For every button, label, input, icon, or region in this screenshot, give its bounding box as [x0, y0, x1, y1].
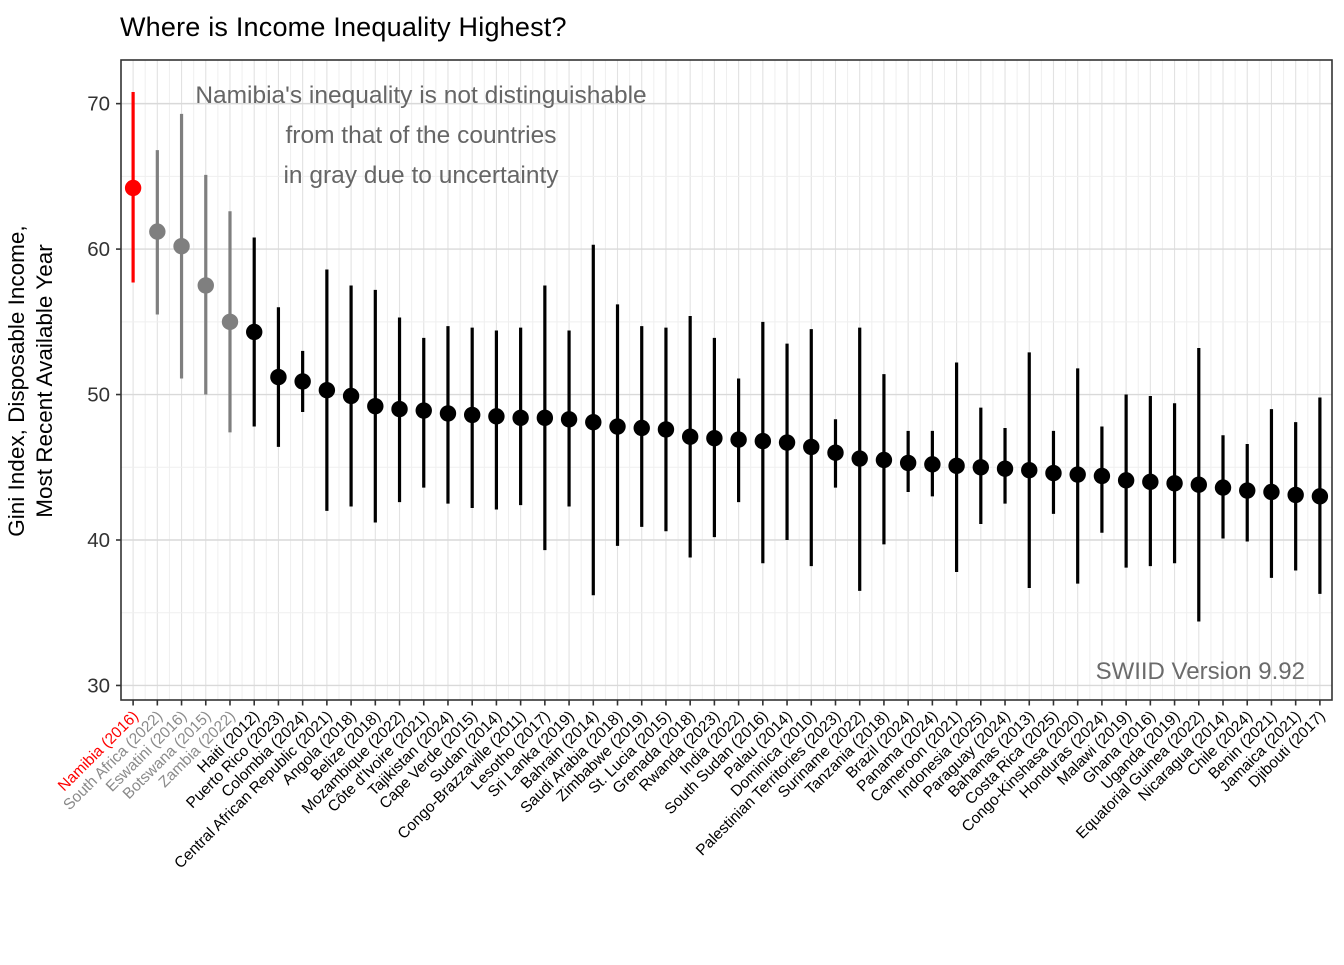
data-point-colombia	[294, 373, 311, 390]
data-point-lesotho	[536, 409, 554, 427]
y-tick-label-30: 30	[87, 674, 110, 697]
data-point-st-lucia	[657, 421, 675, 438]
data-point-malawi	[1117, 472, 1135, 489]
data-point-cameroon	[948, 457, 965, 475]
data-point-dominica	[803, 438, 820, 456]
data-point-india	[730, 431, 747, 448]
data-point-paraguay	[996, 460, 1014, 477]
annotation-line-1: Namibia's inequality is not distinguisha…	[195, 82, 647, 109]
y-axis-label: Gini Index, Disposable Income, Most Rece…	[3, 61, 61, 701]
data-point-rwanda	[706, 429, 723, 447]
data-point-botswana	[197, 277, 214, 294]
annotation-line-2: from that of the countries	[285, 122, 557, 149]
data-point-saudi-arabia	[609, 418, 626, 435]
data-point-nicaragua	[1214, 479, 1232, 496]
data-point-panama	[924, 456, 941, 473]
data-point-grenada	[681, 428, 699, 445]
data-point-congo-kinshasa	[1069, 466, 1086, 483]
chart-title: Where is Income Inequality Highest?	[120, 12, 567, 42]
data-point-belize	[367, 397, 384, 415]
data-point-tanzania	[875, 451, 893, 469]
data-point-puerto-rico	[270, 368, 287, 386]
data-point-south-africa	[149, 223, 166, 240]
data-point-sri-lanka	[560, 411, 578, 428]
data-point-palestinian-territories	[827, 444, 844, 461]
data-point-central-african-republic	[318, 381, 336, 399]
data-point-indonesia	[972, 459, 990, 476]
data-point-bahrain	[585, 413, 602, 431]
data-point-honduras	[1093, 467, 1111, 485]
data-point-benin	[1263, 483, 1280, 501]
y-tick-label-40: 40	[87, 529, 110, 552]
data-point-angola	[342, 387, 360, 405]
uncertainty-annotation: Namibia's inequality is not distinguisha…	[195, 76, 646, 196]
data-point-suriname	[851, 450, 868, 467]
data-point-zambia	[221, 313, 239, 331]
data-point-mozambique	[391, 400, 408, 418]
y-tick-label-50: 50	[87, 384, 110, 407]
y-axis-label-line-1: Gini Index, Disposable Income,	[4, 225, 29, 537]
data-point-palau	[778, 434, 796, 451]
annotation-line-3: in gray due to uncertainty	[283, 162, 559, 189]
data-point-south-sudan	[754, 432, 772, 450]
data-point-c-te-d-ivoire	[415, 402, 432, 419]
data-point-namibia	[124, 179, 142, 197]
data-point-haiti	[246, 323, 263, 341]
data-point-sudan	[488, 408, 505, 425]
data-point-brazil	[899, 454, 917, 472]
y-tick-label-70: 70	[87, 93, 110, 116]
data-point-bahamas	[1021, 461, 1038, 479]
data-point-eswatini	[173, 237, 190, 255]
data-point-jamaica	[1287, 486, 1304, 504]
data-point-cape-verde	[463, 406, 481, 424]
data-point-uganda	[1166, 475, 1183, 492]
data-point-chile	[1239, 482, 1256, 499]
data-point-costa-rica	[1045, 464, 1062, 482]
data-point-equatorial-guinea	[1190, 476, 1207, 493]
data-point-zimbabwe	[633, 419, 650, 437]
data-point-congo-brazzaville	[512, 409, 529, 427]
data-point-tajikistan	[439, 405, 457, 422]
y-axis-label-line-2: Most Recent Available Year	[32, 244, 57, 518]
panel-border	[120, 59, 1333, 701]
data-point-djibouti	[1311, 488, 1329, 505]
swiid-version-note: SWIID Version 9.92	[1095, 658, 1305, 685]
data-point-ghana	[1142, 473, 1159, 491]
y-tick-label-60: 60	[87, 238, 110, 261]
